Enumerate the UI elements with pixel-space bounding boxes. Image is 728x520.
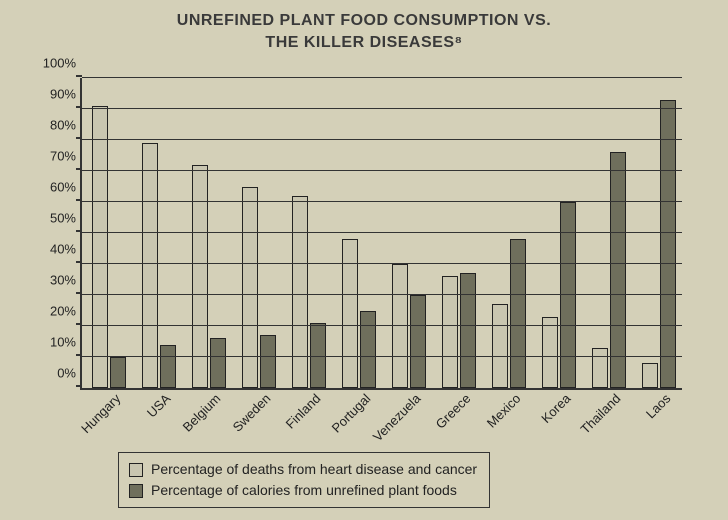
x-category-label: Belgium: [180, 391, 224, 435]
bar-calories: [210, 338, 226, 388]
y-tick-label: 100%: [43, 56, 76, 71]
bar-calories: [260, 335, 276, 388]
y-tick-label: 50%: [50, 211, 76, 226]
title-line-2: THE KILLER DISEASES⁸: [0, 32, 728, 54]
gridline: [82, 139, 682, 140]
bar-calories: [660, 100, 676, 388]
x-category-label: Mexico: [484, 391, 524, 431]
legend-item-1: Percentage of calories from unrefined pl…: [129, 480, 477, 501]
gridline: [82, 108, 682, 109]
x-category-label: Finland: [283, 391, 324, 432]
y-tick-mark: [76, 199, 82, 201]
x-category-label: USA: [144, 391, 174, 421]
y-tick-label: 30%: [50, 273, 76, 288]
bar-deaths: [342, 239, 358, 388]
bar-deaths: [592, 348, 608, 388]
bars-layer: HungaryUSABelgiumSwedenFinlandPortugalVe…: [82, 78, 682, 388]
y-tick-mark: [76, 168, 82, 170]
bar-deaths: [292, 196, 308, 388]
bar-calories: [560, 202, 576, 388]
y-tick-mark: [76, 230, 82, 232]
y-tick-label: 80%: [50, 118, 76, 133]
y-tick-mark: [76, 137, 82, 139]
x-category-label: Venezuela: [370, 391, 424, 445]
bar-deaths: [242, 187, 258, 389]
gridline: [82, 77, 682, 78]
bar-calories: [410, 295, 426, 388]
y-tick-mark: [76, 354, 82, 356]
gridline: [82, 263, 682, 264]
bar-deaths: [142, 143, 158, 388]
y-tick-mark: [76, 292, 82, 294]
y-tick-mark: [76, 323, 82, 325]
legend-label-1: Percentage of calories from unrefined pl…: [151, 480, 457, 501]
bar-deaths: [492, 304, 508, 388]
y-tick-label: 10%: [50, 335, 76, 350]
y-tick-label: 70%: [50, 149, 76, 164]
x-category-label: Sweden: [230, 391, 274, 435]
x-category-label: Portugal: [329, 391, 374, 436]
x-category-label: Hungary: [78, 391, 123, 436]
y-tick-label: 20%: [50, 304, 76, 319]
bar-calories: [460, 273, 476, 388]
legend: Percentage of deaths from heart disease …: [118, 452, 490, 508]
legend-item-0: Percentage of deaths from heart disease …: [129, 459, 477, 480]
bar-deaths: [192, 165, 208, 388]
bar-calories: [510, 239, 526, 388]
y-tick-label: 60%: [50, 180, 76, 195]
bar-deaths: [542, 317, 558, 388]
bar-calories: [160, 345, 176, 388]
gridline: [82, 325, 682, 326]
chart-title: UNREFINED PLANT FOOD CONSUMPTION VS. THE…: [0, 0, 728, 53]
x-category-label: Korea: [538, 391, 573, 426]
gridline: [82, 232, 682, 233]
x-category-label: Greece: [433, 391, 474, 432]
bar-deaths: [392, 264, 408, 388]
gridline: [82, 294, 682, 295]
gridline: [82, 170, 682, 171]
legend-swatch-0: [129, 463, 143, 477]
y-tick-mark: [76, 75, 82, 77]
y-tick-mark: [76, 385, 82, 387]
x-category-label: Laos: [643, 391, 674, 422]
bar-deaths: [92, 106, 108, 388]
y-tick-label: 40%: [50, 242, 76, 257]
figure-container: UNREFINED PLANT FOOD CONSUMPTION VS. THE…: [0, 0, 728, 520]
bar-calories: [610, 152, 626, 388]
title-line-1: UNREFINED PLANT FOOD CONSUMPTION VS.: [0, 10, 728, 32]
legend-label-0: Percentage of deaths from heart disease …: [151, 459, 477, 480]
gridline: [82, 201, 682, 202]
bar-calories: [110, 357, 126, 388]
bar-deaths: [642, 363, 658, 388]
x-category-label: Thailand: [578, 391, 624, 437]
gridline: [82, 356, 682, 357]
y-tick-mark: [76, 261, 82, 263]
plot-area: HungaryUSABelgiumSwedenFinlandPortugalVe…: [80, 78, 682, 390]
y-tick-label: 0%: [57, 366, 76, 381]
bar-calories: [360, 311, 376, 389]
y-tick-label: 90%: [50, 87, 76, 102]
y-tick-mark: [76, 106, 82, 108]
legend-swatch-1: [129, 484, 143, 498]
